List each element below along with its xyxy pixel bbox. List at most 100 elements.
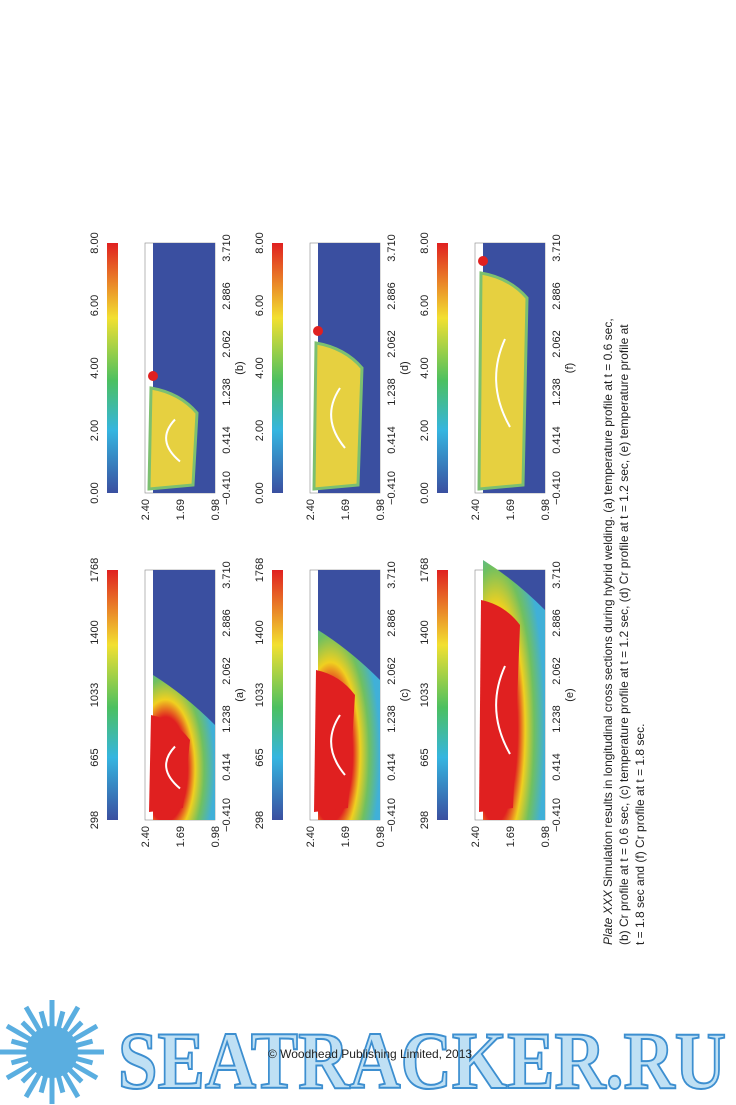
sun-ray <box>61 1071 81 1099</box>
sun-ray <box>55 1010 66 1030</box>
sun-ray <box>5 1023 33 1043</box>
sun-ray <box>71 1023 99 1043</box>
flow-arrow <box>165 745 181 790</box>
flow-arrow <box>495 338 511 428</box>
colorbar-label: 4.00 <box>254 357 266 378</box>
y-tick-label: 2.40 <box>140 499 152 520</box>
colorbar <box>272 243 283 493</box>
x-tick-label: 1.238 <box>386 378 398 406</box>
y-tick-label: 0.98 <box>375 826 387 847</box>
cr-droplet <box>478 256 488 266</box>
colorbar-label: 2.00 <box>419 420 431 441</box>
x-tick-label: 0.414 <box>551 426 563 454</box>
x-tick-label: 1.238 <box>221 705 233 733</box>
y-tick-label: 1.69 <box>175 826 187 847</box>
figure-panel: 298 665 1033 1400 1768 2.40 1.69 0.98−0.410 0.41… <box>89 558 246 848</box>
x-tick-label: 3.710 <box>386 234 398 262</box>
colorbar-label: 6.00 <box>419 295 431 316</box>
sun-ray <box>20 1020 37 1037</box>
y-tick-label: 2.40 <box>470 826 482 847</box>
y-tick-label: 0.98 <box>375 499 387 520</box>
x-tick-label: 2.886 <box>221 609 233 637</box>
panel-label: (d) <box>399 361 411 374</box>
y-tick-label: 2.40 <box>140 826 152 847</box>
y-tick-label: 2.40 <box>305 826 317 847</box>
caption: Plate XXX Simulation results in longitud… <box>601 318 615 945</box>
x-tick-label: 1.238 <box>551 378 563 406</box>
caption-line: (b) Cr profile at t = 0.6 sec, (c) tempe… <box>617 324 631 945</box>
y-tick-label: 1.69 <box>505 826 517 847</box>
flow-arrow <box>330 387 346 449</box>
x-tick-label: 2.062 <box>386 657 398 685</box>
sun-ray <box>67 1020 84 1037</box>
x-tick-label: 3.710 <box>551 234 563 262</box>
x-tick-label: −0.410 <box>386 798 398 832</box>
colorbar-label: 8.00 <box>254 232 266 253</box>
y-tick-label: 1.69 <box>175 499 187 520</box>
sun-ray <box>67 1067 84 1084</box>
colorbar-label: 6.00 <box>254 295 266 316</box>
x-tick-label: 2.886 <box>221 282 233 310</box>
figure-panel: 0.00 2.00 4.00 6.00 8.00 2.40 1.69 0.98−0.410 0.… <box>419 232 576 520</box>
x-tick-label: 1.238 <box>221 378 233 406</box>
x-tick-label: 2.062 <box>221 330 233 358</box>
colorbar <box>437 570 448 820</box>
panel-label: (b) <box>234 361 246 374</box>
watermark-logo <box>0 1000 104 1104</box>
y-tick-label: 0.98 <box>540 499 552 520</box>
colorbar-label: 8.00 <box>89 232 101 253</box>
x-tick-label: −0.410 <box>221 798 233 832</box>
sun-ray <box>74 1038 94 1049</box>
figure-panel: 0.00 2.00 4.00 6.00 8.00 2.40 1.69 0.98−0.410 0.… <box>254 232 411 520</box>
colorbar-label: 2.00 <box>89 420 101 441</box>
y-tick-label: 0.98 <box>210 499 222 520</box>
panel-label: (e) <box>564 688 576 701</box>
x-tick-label: 2.062 <box>221 657 233 685</box>
panel-label: (c) <box>399 689 411 702</box>
x-tick-label: 2.886 <box>386 609 398 637</box>
sun-ray <box>10 1055 30 1066</box>
panel-label: (f) <box>564 363 576 373</box>
sun-ray <box>61 1005 81 1033</box>
colorbar-label: 1400 <box>254 620 266 644</box>
cr-zone <box>477 271 529 491</box>
colorbar <box>272 570 283 820</box>
x-tick-label: 2.062 <box>551 657 563 685</box>
colorbar-label: 1033 <box>419 683 431 707</box>
melt-pool <box>314 670 355 812</box>
x-tick-label: 2.886 <box>551 609 563 637</box>
x-tick-label: 0.414 <box>386 753 398 781</box>
colorbar <box>437 243 448 493</box>
cr-zone <box>147 386 199 491</box>
sun-ray <box>10 1038 30 1049</box>
x-tick-label: 3.710 <box>221 234 233 262</box>
colorbar-label: 298 <box>89 811 101 829</box>
x-tick-label: 2.886 <box>551 282 563 310</box>
colorbar-label: 8.00 <box>419 232 431 253</box>
sun-ray <box>38 1010 49 1030</box>
figure-panel: 0.00 2.00 4.00 6.00 8.00 2.40 1.69 0.98−0.410 0.… <box>89 232 246 520</box>
cr-droplet <box>313 326 323 336</box>
x-tick-label: 0.414 <box>221 753 233 781</box>
sun-ray <box>23 1005 43 1033</box>
sun-ray <box>71 1061 99 1081</box>
sun-ray <box>23 1071 43 1099</box>
colorbar-label: 0.00 <box>89 482 101 503</box>
colorbar-label: 298 <box>254 811 266 829</box>
colorbar-label: 665 <box>419 748 431 766</box>
cr-zone <box>312 341 364 491</box>
colorbar-label: 4.00 <box>419 357 431 378</box>
x-tick-label: 1.238 <box>551 705 563 733</box>
y-tick-label: 1.69 <box>505 499 517 520</box>
x-tick-label: 0.414 <box>221 426 233 454</box>
panel-label: (a) <box>234 688 246 701</box>
x-tick-label: 2.062 <box>386 330 398 358</box>
sun-ray <box>20 1067 37 1084</box>
colorbar-label: 298 <box>419 811 431 829</box>
colorbar-label: 1033 <box>89 683 101 707</box>
x-tick-label: 2.062 <box>551 330 563 358</box>
x-tick-label: −0.410 <box>551 798 563 832</box>
flow-arrow <box>495 665 511 755</box>
sun-ray <box>5 1061 33 1081</box>
y-tick-label: 2.40 <box>305 499 317 520</box>
